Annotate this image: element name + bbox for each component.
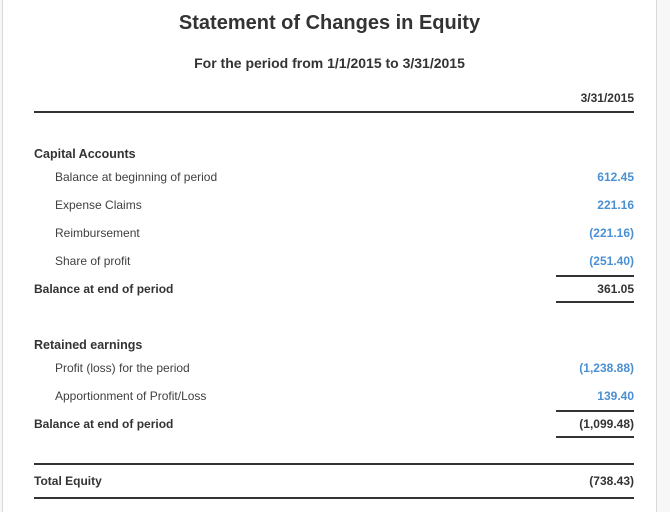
report-row: Share of profit (251.40) <box>34 247 634 275</box>
total-equity-row: Total Equity (738.43) <box>34 463 634 499</box>
section-capital-accounts: Capital Accounts Balance at beginning of… <box>34 147 634 303</box>
report-row: Profit (loss) for the period (1,238.88) <box>34 354 634 382</box>
report-row: Apportionment of Profit/Loss 139.40 <box>34 382 634 410</box>
subtotal-row: Balance at end of period 361.05 <box>34 275 634 303</box>
subtotal-value: 361.05 <box>556 275 634 303</box>
report-subtitle: For the period from 1/1/2015 to 3/31/201… <box>194 55 465 71</box>
total-equity-value: (738.43) <box>589 474 634 488</box>
subtotal-label: Balance at end of period <box>34 282 174 296</box>
report-row: Expense Claims 221.16 <box>34 191 634 219</box>
subtotal-row: Balance at end of period (1,099.48) <box>34 410 634 438</box>
subtotal-label: Balance at end of period <box>34 417 174 431</box>
row-value: 139.40 <box>597 389 634 403</box>
report-panel: Statement of Changes in Equity For the p… <box>2 0 657 512</box>
header-rule <box>34 111 634 113</box>
section-heading: Retained earnings <box>34 338 143 352</box>
total-equity-label: Total Equity <box>34 474 102 488</box>
section-heading: Capital Accounts <box>34 147 136 161</box>
subtotal-value: (1,099.48) <box>556 410 634 438</box>
row-value: (221.16) <box>589 226 634 240</box>
column-header-date: 3/31/2015 <box>580 91 634 105</box>
row-value: (251.40) <box>589 254 634 268</box>
row-label: Apportionment of Profit/Loss <box>55 389 207 403</box>
row-value: 221.16 <box>597 198 634 212</box>
row-label: Balance at beginning of period <box>55 170 218 184</box>
section-retained-earnings: Retained earnings Profit (loss) for the … <box>34 338 634 438</box>
row-value: 612.45 <box>597 170 634 184</box>
report-title: Statement of Changes in Equity <box>178 12 481 34</box>
row-label: Reimbursement <box>55 226 140 240</box>
row-label: Share of profit <box>55 254 131 268</box>
row-label: Expense Claims <box>55 198 142 212</box>
report-row: Balance at beginning of period 612.45 <box>34 163 634 191</box>
report-row: Reimbursement (221.16) <box>34 219 634 247</box>
row-value: (1,238.88) <box>579 361 634 375</box>
row-label: Profit (loss) for the period <box>55 361 190 375</box>
report-body: 3/31/2015 Capital Accounts Balance at be… <box>34 92 634 499</box>
